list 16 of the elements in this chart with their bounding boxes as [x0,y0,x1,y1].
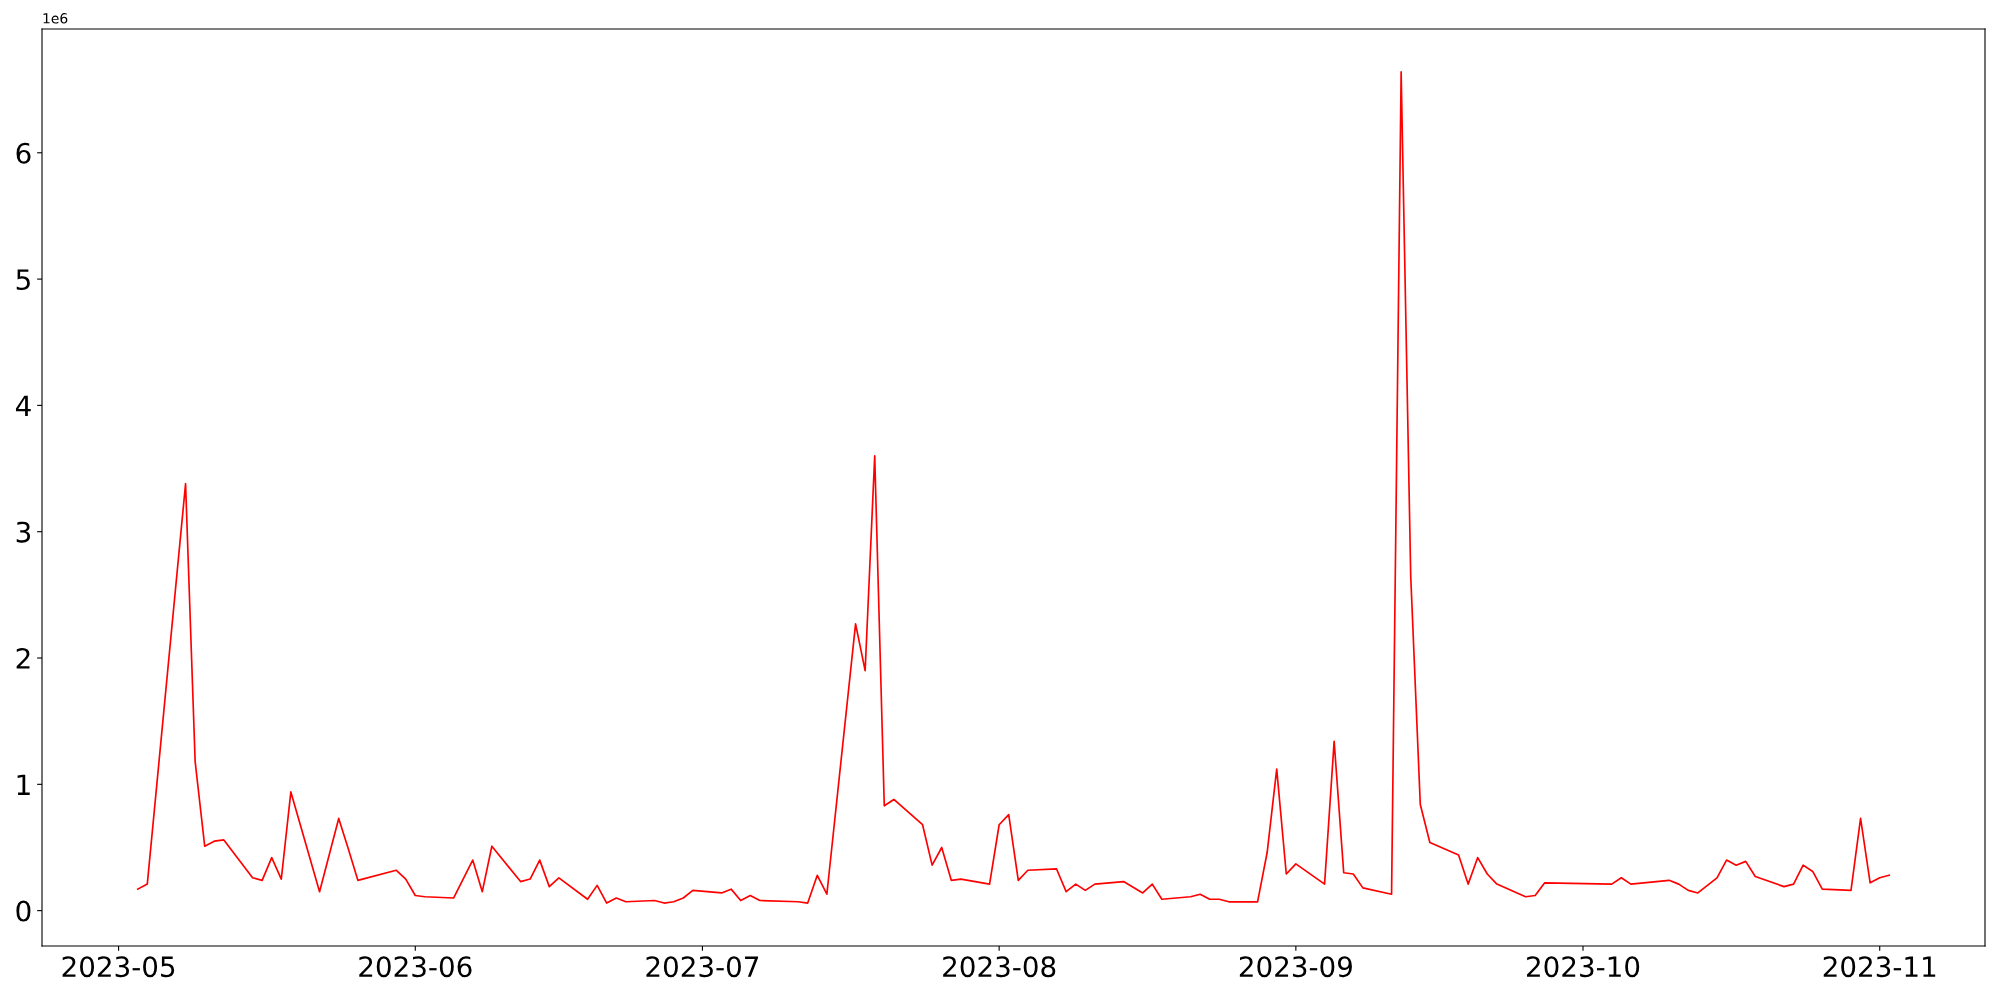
x-tick-label: 2023-05 [62,956,175,978]
y-tick-label: 6 [16,142,31,164]
x-tick-label: 2023-11 [1823,956,1936,978]
x-tick-label: 2023-10 [1527,956,1640,978]
y-tick-label: 5 [16,269,30,291]
x-tick-label: 2023-07 [646,956,759,978]
line-series [136,71,1891,904]
y-tick-label: 2 [16,647,30,669]
text: 1e6 [43,13,68,24]
x-tick-label: 2023-06 [359,956,472,978]
y-tick-label: 4 [15,395,31,416]
x-tick-label: 2023-08 [943,956,1056,978]
y-tick-label: 1 [17,774,30,795]
y-tick-label: 0 [16,900,31,922]
y-tick-label: 3 [16,521,31,543]
x-tick-label: 2023-09 [1239,956,1352,978]
